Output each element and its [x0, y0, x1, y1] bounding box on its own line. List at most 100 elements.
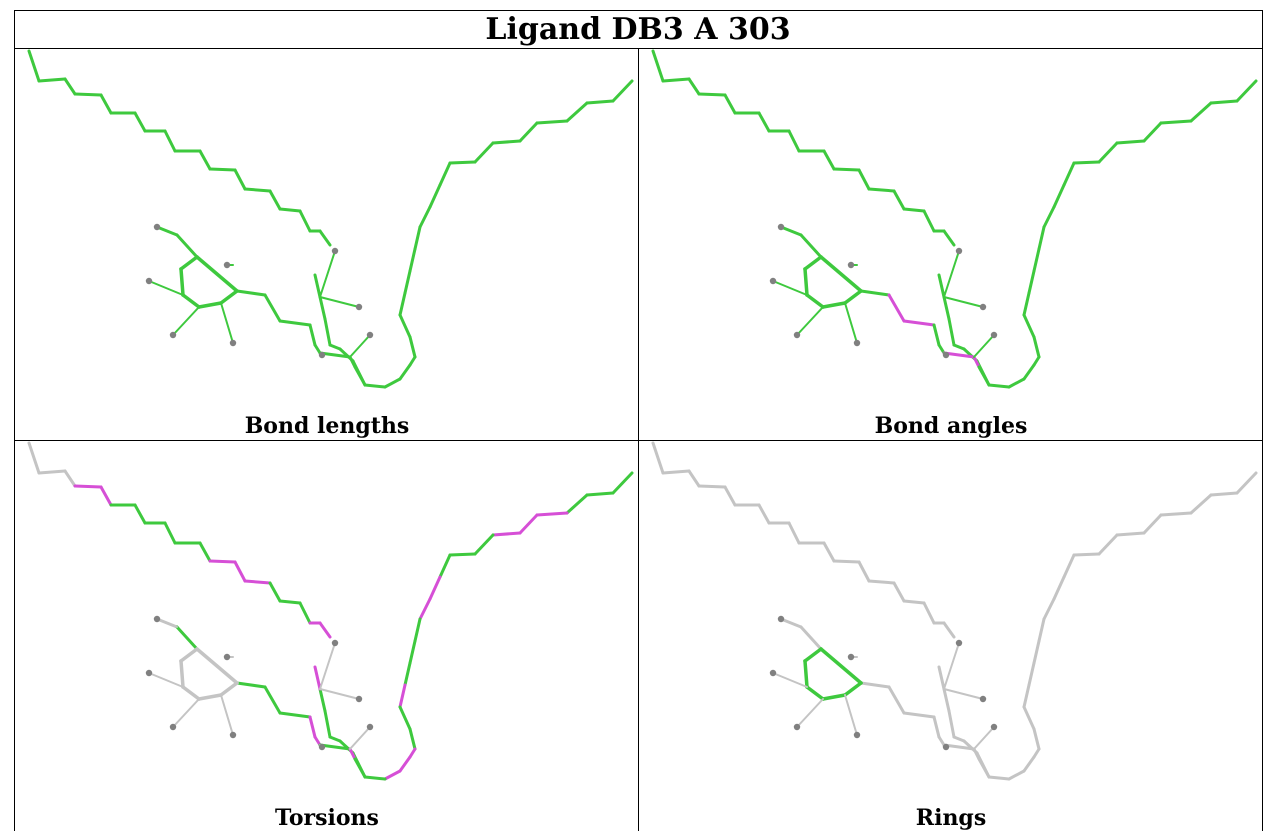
alkyl-chain-left-bond	[278, 207, 302, 213]
alkyl-chain-right-bond	[408, 247, 417, 273]
alkyl-chain-left-bond	[27, 49, 41, 83]
ring-bond	[179, 255, 199, 271]
substituent-bond	[156, 226, 178, 236]
alkyl-chain-right-bond	[403, 661, 412, 687]
alkyl-chain-right-bond	[947, 709, 956, 739]
alkyl-chain-right-bond	[1115, 531, 1146, 537]
atom-marker	[223, 261, 231, 269]
panel-caption: Bond lengths	[244, 413, 410, 439]
alkyl-chain-right-bond	[1159, 511, 1193, 517]
molecule-view	[651, 441, 1258, 781]
ring-bond	[179, 659, 185, 689]
alkyl-chain-left-bond	[757, 503, 771, 525]
alkyl-chain-left-bond	[133, 111, 147, 133]
ring-bond	[805, 293, 825, 309]
ring-bond	[819, 647, 863, 685]
linker-bond	[318, 351, 352, 359]
linker-bond	[263, 685, 282, 715]
atom-marker	[847, 261, 855, 269]
atom-marker	[942, 743, 950, 751]
alkyl-chain-right-bond	[1032, 639, 1041, 665]
alkyl-chain-left-bond	[832, 559, 861, 564]
alkyl-chain-right-bond	[313, 665, 322, 691]
alkyl-chain-right-bond	[413, 225, 422, 251]
linker-bond	[972, 747, 981, 761]
outer-border-left	[14, 10, 15, 831]
alkyl-chain-right-bond	[363, 775, 387, 781]
atom-marker	[355, 695, 363, 703]
alkyl-chain-left-bond	[163, 521, 177, 545]
alkyl-chain-left-bond	[298, 209, 312, 233]
alkyl-chain-right-bond	[1209, 99, 1239, 105]
alkyl-chain-left-bond	[922, 209, 936, 233]
atom-marker	[169, 331, 177, 339]
alkyl-chain-left-bond	[697, 484, 727, 489]
atom-marker	[847, 653, 855, 661]
substituent-bond	[844, 694, 858, 736]
linker-bond	[937, 343, 946, 355]
substituent-bond	[943, 642, 960, 690]
alkyl-chain-left-bond	[208, 167, 237, 172]
alkyl-chain-left-bond	[787, 521, 801, 545]
alkyl-chain-left-bond	[318, 229, 332, 247]
molecule-view	[651, 49, 1258, 389]
alkyl-chain-right-bond	[1022, 313, 1036, 339]
alkyl-chain-right-bond	[448, 160, 477, 165]
alkyl-chain-right-bond	[1032, 247, 1041, 273]
alkyl-chain-right-bond	[473, 533, 495, 556]
substituent-bond	[943, 688, 984, 700]
linker-bond	[972, 355, 981, 369]
alkyl-chain-right-bond	[987, 775, 1011, 781]
atom-marker	[318, 743, 326, 751]
alkyl-chain-left-bond	[37, 77, 67, 83]
ring-bond	[181, 685, 201, 701]
molecule-view	[27, 49, 634, 389]
alkyl-chain-right-bond	[1027, 269, 1036, 295]
substituent-bond	[973, 726, 995, 750]
alkyl-chain-left-bond	[99, 93, 113, 115]
ring-bond	[197, 693, 223, 701]
alkyl-chain-left-bond	[198, 541, 212, 563]
atom-marker	[229, 339, 237, 347]
atom-marker	[153, 223, 161, 231]
atom-marker	[145, 669, 153, 677]
alkyl-chain-right-bond	[428, 183, 442, 209]
ring-bond	[819, 255, 863, 293]
linker-bond	[353, 365, 367, 387]
alkyl-chain-left-bond	[99, 485, 113, 507]
alkyl-chain-right-bond	[565, 493, 589, 515]
figure-title: Ligand DB3 A 303	[485, 11, 791, 47]
alkyl-chain-right-bond	[1159, 119, 1193, 125]
panel-caption: Bond angles	[874, 413, 1028, 439]
alkyl-chain-right-bond	[491, 531, 522, 537]
alkyl-chain-left-bond	[198, 149, 212, 171]
linker-bond	[887, 685, 906, 715]
atom-marker	[769, 669, 777, 677]
alkyl-chain-right-bond	[1235, 79, 1258, 103]
alkyl-chain-right-bond	[398, 755, 412, 773]
ring-bond	[219, 289, 239, 305]
panel-caption: Torsions	[275, 805, 379, 831]
atom-marker	[955, 639, 963, 647]
alkyl-chain-left-bond	[318, 621, 332, 639]
alkyl-chain-left-bond	[723, 93, 737, 115]
atom-marker	[853, 731, 861, 739]
alkyl-chain-right-bond	[323, 709, 332, 739]
atom-marker	[955, 247, 963, 255]
substituent-bond	[148, 672, 184, 688]
linker-bond	[977, 365, 991, 387]
panel-caption: Rings	[915, 805, 987, 831]
linker-bond	[263, 293, 282, 323]
alkyl-chain-left-bond	[867, 187, 896, 193]
linker-bond	[353, 757, 367, 779]
alkyl-chain-right-bond	[318, 687, 327, 713]
ring-bond	[803, 267, 809, 297]
alkyl-chain-left-bond	[233, 560, 247, 583]
alkyl-chain-right-bond	[1007, 769, 1026, 781]
alkyl-chain-right-bond	[1097, 533, 1119, 556]
alkyl-chain-left-bond	[822, 541, 836, 563]
linker-bond	[932, 715, 941, 739]
linker-bond	[887, 293, 906, 323]
alkyl-chain-left-bond	[651, 441, 665, 475]
alkyl-chain-left-bond	[892, 189, 906, 211]
